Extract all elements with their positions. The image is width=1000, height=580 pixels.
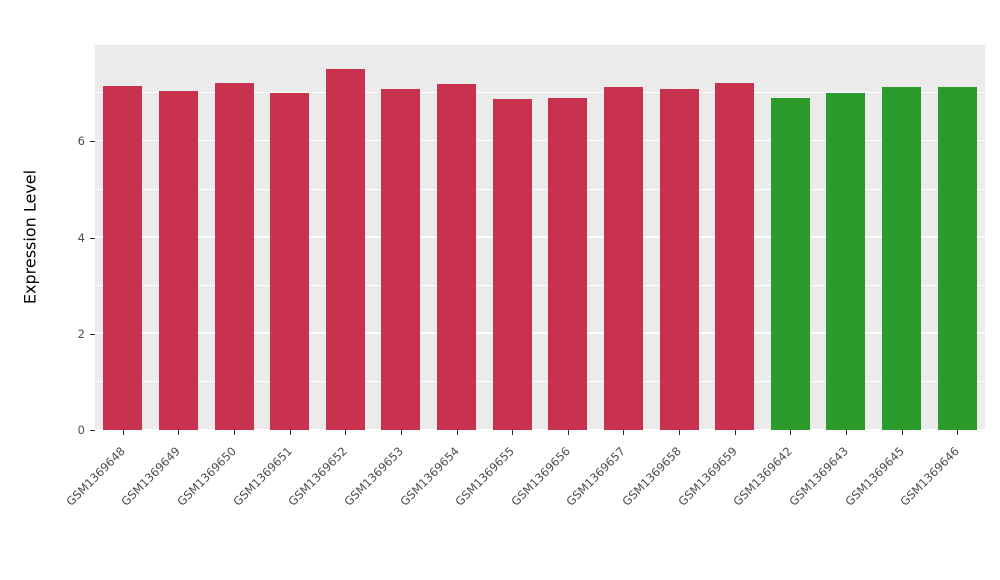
bar-GSM1369648 bbox=[103, 85, 143, 430]
y-tick-label: 0 bbox=[77, 423, 85, 437]
gridline-minor bbox=[95, 381, 985, 382]
gridline-major bbox=[95, 332, 985, 334]
bar-GSM1369655 bbox=[492, 98, 532, 430]
bar-GSM1369645 bbox=[882, 87, 922, 430]
x-tick-label: GSM1369650 bbox=[174, 444, 240, 509]
x-tick-mark bbox=[567, 430, 569, 435]
x-tick-mark bbox=[345, 430, 347, 435]
bar-GSM1369658 bbox=[659, 89, 699, 430]
x-tick-mark bbox=[901, 430, 903, 435]
x-tick-mark bbox=[122, 430, 124, 435]
x-tick-label: GSM1369643 bbox=[786, 444, 851, 509]
gridline-major bbox=[95, 236, 985, 238]
bar-GSM1369652 bbox=[325, 69, 365, 430]
x-tick-label: GSM1369652 bbox=[285, 444, 351, 509]
x-tick-label: GSM1369653 bbox=[341, 444, 406, 509]
x-tick-label: GSM1369656 bbox=[508, 444, 573, 509]
x-tick-mark bbox=[957, 430, 959, 435]
bar-GSM1369650 bbox=[214, 82, 254, 430]
x-tick-label: GSM1369655 bbox=[452, 444, 518, 509]
x-tick-label: GSM1369654 bbox=[396, 444, 462, 509]
bar-GSM1369649 bbox=[158, 90, 198, 430]
x-tick-mark bbox=[456, 430, 458, 435]
x-tick-label: GSM1369659 bbox=[675, 444, 740, 509]
x-tick-label: GSM1369657 bbox=[563, 444, 629, 509]
y-tick-label: 2 bbox=[77, 326, 85, 341]
x-tick-mark bbox=[512, 430, 514, 435]
bar-GSM1369654 bbox=[437, 83, 477, 430]
bar-GSM1369651 bbox=[270, 93, 310, 430]
x-tick-mark bbox=[790, 430, 792, 435]
x-tick-label: GSM1369649 bbox=[118, 444, 184, 509]
x-tick-mark bbox=[178, 430, 180, 435]
gridline-major bbox=[95, 428, 985, 430]
x-tick-mark bbox=[400, 430, 402, 435]
plot-panel bbox=[95, 45, 985, 430]
x-tick-label: GSM1369645 bbox=[841, 444, 907, 509]
gridline-major bbox=[95, 139, 985, 142]
y-tick-label: 6 bbox=[77, 134, 85, 149]
y-axis-title: Expression Level bbox=[20, 169, 40, 305]
bar-GSM1369659 bbox=[715, 82, 755, 430]
x-tick-label: GSM1369642 bbox=[730, 444, 796, 509]
x-tick-mark bbox=[734, 430, 736, 435]
y-tick-mark bbox=[90, 430, 95, 431]
bar-GSM1369656 bbox=[548, 97, 588, 430]
bar-GSM1369653 bbox=[381, 89, 421, 430]
x-tick-mark bbox=[845, 430, 847, 435]
bar-GSM1369642 bbox=[770, 97, 810, 430]
x-tick-label: GSM1369651 bbox=[230, 444, 295, 509]
y-tick-label: 4 bbox=[77, 230, 85, 245]
gridline-minor bbox=[95, 188, 985, 190]
x-tick-mark bbox=[623, 430, 625, 435]
gridline-minor bbox=[95, 92, 985, 94]
x-tick-mark bbox=[234, 430, 236, 435]
gridline-minor bbox=[95, 284, 985, 286]
bar-GSM1369657 bbox=[603, 87, 643, 430]
x-tick-label: GSM1369648 bbox=[63, 444, 128, 509]
x-tick-label: GSM1369646 bbox=[897, 444, 963, 509]
x-tick-mark bbox=[679, 430, 681, 435]
bar-GSM1369646 bbox=[937, 87, 977, 430]
x-tick-mark bbox=[289, 430, 291, 435]
bar-GSM1369643 bbox=[826, 93, 866, 430]
x-tick-label: GSM1369658 bbox=[619, 444, 685, 509]
